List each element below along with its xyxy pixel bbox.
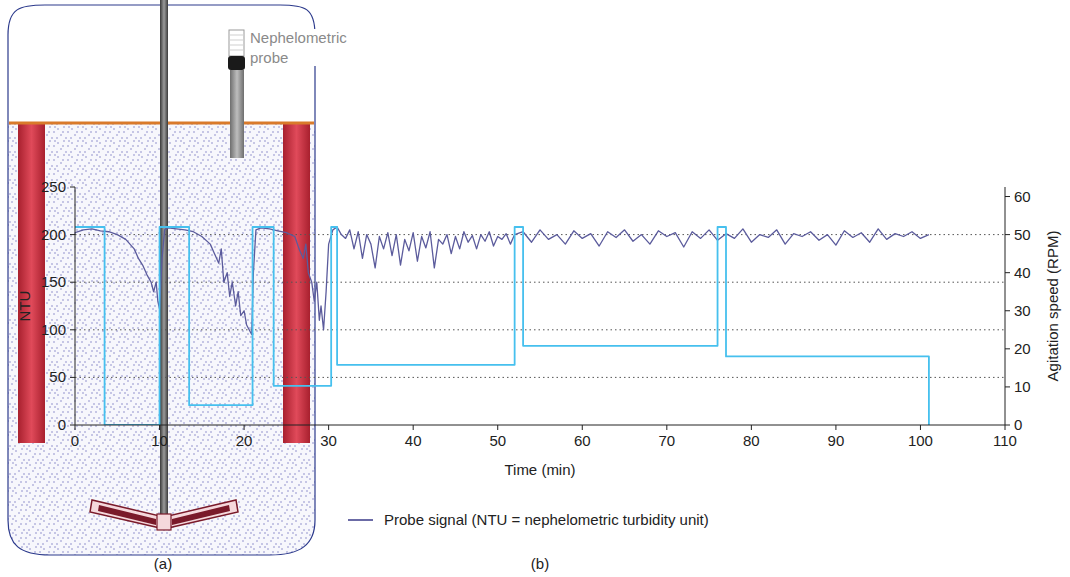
x-tick-label: 70 — [658, 432, 675, 449]
y2-tick-label: 40 — [1014, 264, 1031, 281]
y2-tick — [1005, 348, 1010, 349]
y2-tick-label: 10 — [1014, 378, 1031, 395]
y2-tick — [1005, 234, 1010, 235]
y2-axis-line — [1005, 187, 1006, 425]
x-tick — [244, 425, 245, 430]
probe-label-group: Nephelometric probe — [249, 29, 348, 66]
panel-label: (b) — [531, 555, 549, 572]
x-tick — [75, 425, 76, 430]
x-axis-line — [75, 425, 1005, 426]
grid-line — [75, 329, 1005, 330]
probe-band — [228, 56, 245, 70]
legend-swatch — [348, 519, 373, 521]
x-tick-label: 60 — [574, 432, 591, 449]
x-tick-label: 40 — [405, 432, 422, 449]
grid-line — [75, 234, 1005, 235]
y-tick — [70, 282, 75, 283]
probe-label: Nephelometric probe — [250, 29, 347, 66]
x-tick-label: 90 — [828, 432, 845, 449]
x-tick — [582, 425, 583, 430]
y2-tick — [1005, 310, 1010, 311]
y2-tick — [1005, 196, 1010, 197]
chart-panel: 0102030405060708090100110050100150200250… — [16, 178, 1061, 572]
x-tick-label: 110 — [993, 432, 1017, 449]
probe-body — [230, 70, 244, 158]
y-tick-label: 250 — [41, 178, 66, 195]
y-tick — [70, 329, 75, 330]
x-tick-label: 50 — [489, 432, 506, 449]
x-tick-label: 100 — [908, 432, 933, 449]
y2-axis-title: Agitation speed (RPM) — [1044, 231, 1061, 382]
figure: Nephelometric probe (a) 0 10 20 30 40 50 60 70 80 90… — [0, 0, 1070, 577]
y-tick-label: 50 — [49, 368, 66, 385]
x-tick — [413, 425, 414, 430]
probe-label-line: Nephelometric — [250, 29, 347, 46]
probe-cap-ring — [229, 45, 244, 46]
probe-cap-ring — [229, 40, 244, 41]
x-axis-title: Time (min) — [504, 461, 575, 478]
y2-tick — [1005, 425, 1010, 426]
grid-line — [75, 282, 1005, 283]
y2-tick — [1005, 386, 1010, 387]
y-axis-title: NTU — [16, 291, 33, 322]
y-axis-line — [75, 187, 76, 425]
x-tick-label: 80 — [743, 432, 760, 449]
probe-signal-line — [75, 227, 929, 335]
panel-label: (a) — [154, 555, 172, 572]
y-tick — [70, 377, 75, 378]
y-tick — [70, 425, 75, 426]
y2-tick-label: 30 — [1014, 302, 1031, 319]
probe-cap-ring — [229, 50, 244, 51]
plot-data — [75, 227, 929, 425]
x-tick — [497, 425, 498, 430]
x-tick — [920, 425, 921, 430]
y2-tick-label: 50 — [1014, 226, 1031, 243]
x-tick-label: 0 — [71, 432, 79, 449]
y-tick — [70, 187, 75, 188]
y2-tick-label: 60 — [1014, 188, 1031, 205]
legend: Probe signal (NTU = nephelometric turbid… — [348, 511, 709, 528]
agitation-speed-line — [75, 227, 929, 425]
y-tick-label: 150 — [41, 273, 66, 290]
y2-tick-label: 20 — [1014, 340, 1031, 357]
x-tick — [666, 425, 667, 430]
x-tick-label: 20 — [236, 432, 253, 449]
probe-label-line: probe — [250, 49, 288, 66]
diagram-panel: Nephelometric probe — [8, 0, 348, 555]
y-tick-label: 100 — [41, 321, 66, 338]
x-tick — [159, 425, 160, 430]
impeller-hub — [157, 514, 171, 530]
baffle — [283, 123, 310, 443]
y2-tick-label: 0 — [1014, 416, 1022, 433]
x-tick — [751, 425, 752, 430]
y2-tick — [1005, 272, 1010, 273]
label-patch — [249, 29, 348, 66]
probe-cap-ring — [229, 35, 244, 36]
x-tick-label: 30 — [320, 432, 337, 449]
impeller-blade-core — [172, 505, 230, 525]
probe-cap — [229, 30, 244, 56]
impeller-blade-core — [98, 505, 156, 525]
x-tick — [1005, 425, 1006, 430]
impeller-blade — [90, 500, 160, 528]
grid-line — [75, 377, 1005, 378]
y-tick — [70, 234, 75, 235]
y-tick-label: 200 — [41, 226, 66, 243]
x-tick — [328, 425, 329, 430]
x-tick — [835, 425, 836, 430]
legend-label: Probe signal (NTU = nephelometric turbid… — [384, 511, 709, 528]
y-tick-label: 0 — [58, 416, 66, 433]
impeller-blade — [168, 500, 238, 528]
x-tick-label: 10 — [151, 432, 168, 449]
